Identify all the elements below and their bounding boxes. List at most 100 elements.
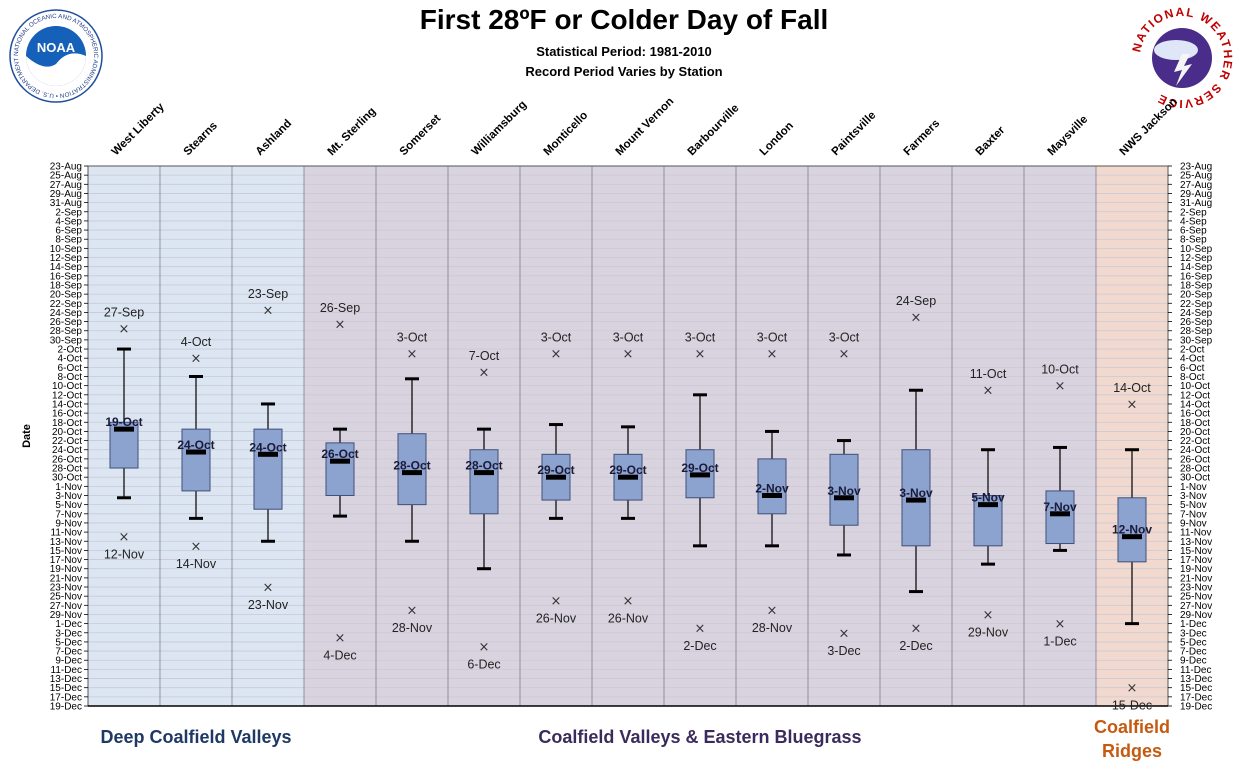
early-record-label: 10-Oct	[1041, 363, 1079, 377]
early-record-marker: ×	[1055, 379, 1066, 394]
y-tick-label-right: 30-Oct	[1180, 473, 1210, 484]
y-tick-label-left: 8-Sep	[55, 235, 82, 246]
station-name: Mt. Sterling	[326, 105, 379, 158]
late-record-label: 26-Nov	[608, 612, 649, 626]
early-record-label: 7-Oct	[469, 349, 500, 363]
y-tick-label-right: 1-Dec	[1180, 619, 1207, 630]
y-tick-label-right: 19-Nov	[1180, 564, 1212, 575]
y-tick-label-left: 23-Aug	[50, 162, 82, 173]
y-tick-label-left: 27-Aug	[50, 180, 82, 191]
early-record-marker: ×	[119, 322, 130, 337]
chart-subtitle-record: Record Period Varies by Station	[525, 64, 723, 79]
y-tick-label-left: 11-Nov	[51, 528, 83, 539]
early-record-label: 3-Oct	[541, 331, 572, 345]
median-marker	[546, 474, 566, 480]
iqr-box	[829, 453, 859, 526]
late-record-label: 28-Nov	[752, 621, 793, 635]
iqr-box	[757, 458, 787, 515]
y-tick-label-left: 13-Dec	[50, 674, 82, 685]
early-record-marker: ×	[551, 347, 562, 362]
station-name: Mount Vernon	[614, 95, 677, 158]
y-tick-label-left: 7-Nov	[55, 509, 82, 520]
y-tick-label-left: 12-Oct	[52, 390, 82, 401]
early-record-label: 27-Sep	[104, 305, 144, 319]
y-tick-label-right: 23-Nov	[1180, 583, 1212, 594]
y-tick-label-left: 26-Sep	[50, 317, 83, 328]
median-label: 3-Nov	[899, 486, 933, 500]
y-tick-label-right: 2-Sep	[1180, 207, 1207, 218]
station-name: London	[758, 120, 796, 158]
y-tick-label-left: 5-Nov	[55, 500, 82, 511]
y-tick-label-right: 9-Dec	[1180, 656, 1207, 667]
y-tick-label-right: 25-Aug	[1180, 171, 1212, 182]
y-tick-label-right: 22-Sep	[1180, 299, 1213, 310]
y-tick-label-left: 3-Dec	[55, 628, 82, 639]
y-tick-label-left: 29-Aug	[50, 189, 82, 200]
y-tick-label-left: 17-Nov	[50, 555, 82, 566]
early-record-label: 14-Oct	[1113, 381, 1151, 395]
early-record-label: 3-Oct	[685, 331, 716, 345]
y-tick-label-right: 16-Sep	[1180, 271, 1213, 282]
y-tick-label-left: 25-Nov	[50, 592, 82, 603]
early-record-label: 24-Sep	[896, 294, 936, 308]
early-record-marker: ×	[983, 384, 994, 399]
iqr-box	[253, 428, 283, 510]
y-tick-label-right: 8-Sep	[1180, 235, 1207, 246]
median-marker	[114, 426, 134, 432]
early-record-marker: ×	[407, 347, 418, 362]
median-label: 29-Oct	[681, 461, 718, 475]
y-tick-label-right: 22-Oct	[1180, 436, 1210, 447]
y-tick-label-right: 27-Aug	[1180, 180, 1212, 191]
station-name: Stearns	[182, 120, 220, 158]
y-tick-label-right: 28-Sep	[1180, 326, 1213, 337]
y-tick-label-right: 31-Aug	[1180, 198, 1212, 209]
station-name: Farmers	[902, 118, 943, 159]
y-tick-label-right: 29-Aug	[1180, 189, 1212, 200]
y-tick-label-left: 16-Oct	[52, 409, 82, 420]
late-record-marker: ×	[335, 631, 346, 646]
late-record-marker: ×	[623, 594, 634, 609]
y-tick-label-left: 20-Oct	[52, 427, 82, 438]
y-tick-label-left: 13-Nov	[50, 537, 82, 548]
y-tick-label-right: 14-Sep	[1180, 262, 1213, 273]
late-record-marker: ×	[551, 594, 562, 609]
late-record-label: 4-Dec	[323, 648, 356, 662]
late-record-label: 14-Nov	[176, 557, 217, 571]
late-record-marker: ×	[1127, 681, 1138, 696]
late-record-marker: ×	[191, 539, 202, 554]
median-marker	[762, 492, 782, 498]
y-tick-label-right: 30-Sep	[1180, 335, 1213, 346]
late-record-label: 28-Nov	[392, 621, 433, 635]
y-tick-label-right: 26-Sep	[1180, 317, 1213, 328]
station-name: Williamsburg	[470, 99, 529, 158]
y-tick-label-left: 31-Aug	[50, 198, 82, 209]
median-label: 28-Oct	[393, 459, 430, 473]
median-label: 12-Nov	[1112, 523, 1152, 537]
y-tick-label-right: 13-Nov	[1180, 537, 1212, 548]
y-tick-label-right: 1-Nov	[1180, 482, 1207, 493]
station-name: Ashland	[254, 118, 295, 159]
early-record-marker: ×	[191, 352, 202, 367]
station-name: NWS Jackson	[1118, 96, 1180, 158]
y-tick-label-left: 28-Sep	[50, 326, 83, 337]
y-tick-label-left: 12-Sep	[50, 253, 83, 264]
early-record-label: 11-Oct	[970, 367, 1007, 381]
chart-subtitle-period: Statistical Period: 1981-2010	[536, 44, 712, 59]
late-record-label: 2-Dec	[899, 639, 932, 653]
median-marker	[402, 470, 422, 476]
early-record-label: 3-Oct	[397, 331, 428, 345]
y-tick-label-right: 20-Oct	[1180, 427, 1210, 438]
early-record-marker: ×	[767, 347, 778, 362]
y-tick-label-right: 8-Oct	[1180, 372, 1205, 383]
late-record-label: 12-Nov	[104, 548, 145, 562]
y-tick-label-right: 18-Sep	[1180, 280, 1213, 291]
y-tick-label-left: 22-Oct	[52, 436, 82, 447]
y-tick-label-left: 24-Oct	[52, 445, 82, 456]
y-tick-label-left: 8-Oct	[58, 372, 83, 383]
y-tick-label-right: 10-Sep	[1180, 244, 1213, 255]
early-record-marker: ×	[911, 311, 922, 326]
station-name: Maysville	[1046, 113, 1091, 158]
y-tick-label-right: 17-Dec	[1180, 692, 1212, 703]
y-tick-label-left: 28-Oct	[52, 464, 82, 475]
